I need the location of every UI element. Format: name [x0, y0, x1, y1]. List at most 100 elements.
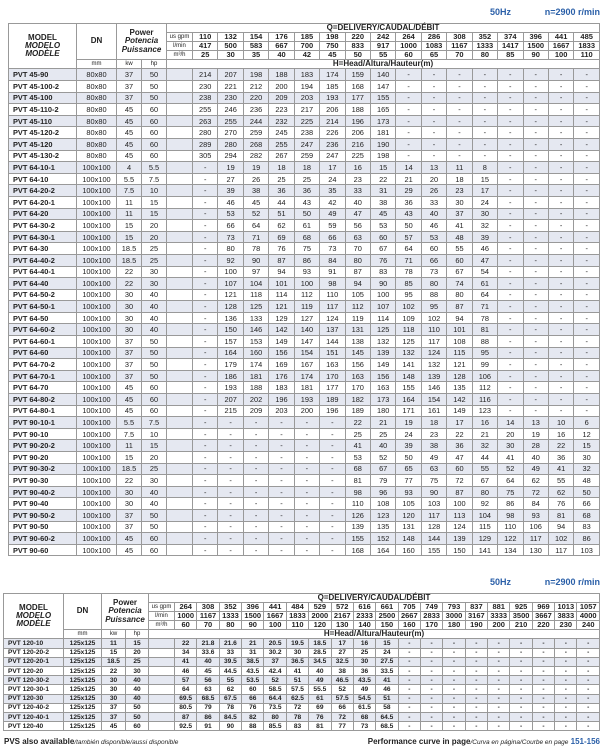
head-cell: - — [497, 300, 524, 313]
head-cell: - — [192, 404, 219, 418]
head-cell: 230 — [192, 80, 219, 93]
unit-spacer-cell — [166, 404, 194, 418]
power-cell: 18.5 — [101, 656, 126, 667]
head-cell: 50 — [395, 219, 422, 232]
head-cell: 214 — [319, 114, 346, 128]
head-cell: 80 — [446, 288, 473, 302]
head-cell: 176 — [268, 369, 295, 383]
head-cell: 19 — [395, 416, 422, 429]
head-cell: 80 — [263, 711, 287, 723]
head-cell: 18 — [446, 172, 473, 186]
table-row: PVT 64-20-1 100x100 11 15-46 45 44 43 42 40 38 36 3… — [8, 195, 600, 209]
table-row: PVT 64-60-1 100x100 37 50-157 153 149 147 144 13… — [8, 335, 600, 348]
table-row: PVT 120-20-1 125x125 18.5 25 41 40 39.5 38.5 37 3… — [3, 656, 600, 667]
head-cell: - — [573, 265, 600, 279]
head-cell: - — [319, 497, 346, 510]
unit-spacer-cell — [166, 219, 194, 232]
head-cell: 20 — [420, 172, 448, 186]
head-cell: 129 — [268, 311, 295, 325]
head-cell: 91 — [319, 265, 346, 279]
head-cell: - — [192, 474, 219, 487]
head-cell: 39 — [395, 439, 422, 452]
head-cell: 209 — [268, 91, 295, 105]
head-cell: - — [242, 439, 270, 452]
table-row: PVT 64-80-2 100x100 45 60-207 202 196 193 189 18… — [8, 393, 600, 406]
head-cell: 73 — [352, 721, 377, 732]
model-cell: PVT 45-100-2 — [8, 80, 77, 93]
head-cell: - — [442, 675, 466, 686]
head-cell: - — [192, 393, 219, 406]
head-cell: - — [192, 323, 219, 337]
head-cell: 107 — [217, 277, 244, 290]
m3h-value: 30 — [217, 50, 244, 61]
power-cell: 45 — [116, 393, 142, 406]
head-cell: - — [395, 149, 422, 163]
head-cell: 182 — [344, 393, 371, 406]
head-cell: - — [547, 172, 575, 186]
power-cell: 60 — [140, 404, 168, 418]
m3h-unit-label: m³/h — [148, 620, 176, 631]
head-cell: 21.8 — [196, 638, 220, 649]
unit-spacer-cell — [166, 346, 194, 360]
head-cell: - — [464, 675, 489, 686]
power-cell: 50 — [140, 358, 168, 371]
table-row: PVT 90-30 100x100 22 30- - - - - -81 79 77 75 72 67 64… — [8, 474, 600, 487]
head-cell: - — [531, 711, 556, 723]
head-cell: 51 — [285, 675, 310, 686]
head-cell: 53 — [420, 230, 448, 244]
head-cell: - — [509, 693, 533, 704]
model-cell: PVT 45-100 — [8, 91, 77, 105]
head-cell: - — [497, 184, 524, 197]
unit-spacer-cell — [166, 508, 194, 522]
power-cell: 25 — [124, 656, 150, 667]
power-cell: 7.5 — [116, 184, 142, 197]
head-cell: 186 — [217, 369, 244, 383]
table-row: PVT 45-120 80x80 45 60 289 280 268 255 247 236 216… — [8, 137, 600, 151]
head-cell: 45 — [196, 665, 220, 677]
head-cell: 75 — [293, 242, 321, 255]
head-cell: 163 — [344, 369, 371, 383]
head-cell: 98 — [319, 277, 346, 290]
dn-cell: 100x100 — [76, 462, 117, 476]
head-cell: 41 — [446, 219, 473, 232]
head-cell: - — [419, 693, 444, 704]
head-cell: - — [192, 427, 219, 441]
dn-cell: 80x80 — [76, 103, 117, 116]
head-cell: - — [464, 656, 489, 667]
power-cell: 60 — [140, 393, 168, 406]
head-cell: 236 — [242, 103, 270, 116]
dn-cell: 100x100 — [76, 381, 117, 395]
head-cell: - — [497, 253, 524, 267]
head-cell: - — [446, 149, 473, 163]
model-cell: PVT 64-60 — [8, 346, 77, 360]
head-cell: 68 — [352, 711, 377, 723]
head-cell: - — [554, 684, 578, 695]
page-reference[interactable]: 151-156 — [570, 737, 600, 746]
head-cell: - — [446, 80, 473, 93]
head-cell: 87 — [446, 300, 473, 313]
model-cell: PVT 90-20-2 — [8, 439, 77, 452]
head-cell: - — [554, 656, 578, 667]
lmin-unit-label: l/min — [166, 41, 194, 52]
head-cell: 86 — [573, 532, 600, 545]
unit-spacer-cell — [148, 711, 176, 723]
power-cell: 15 — [116, 230, 142, 244]
head-cell: - — [547, 369, 575, 383]
head-cell: 87 — [268, 253, 295, 267]
unit-spacer-cell — [166, 242, 194, 255]
head-cell: 132 — [395, 346, 422, 360]
head-cell: 85 — [395, 277, 422, 290]
head-cell: 39 — [471, 230, 499, 244]
head-cell: 23 — [420, 427, 448, 441]
head-cell: - — [497, 288, 524, 302]
head-cell: - — [522, 207, 549, 221]
head-cell: 133 — [242, 311, 270, 325]
head-cell: - — [471, 103, 499, 116]
head-cell: - — [268, 485, 295, 499]
head-cell: 173 — [369, 114, 397, 128]
head-cell: - — [522, 114, 549, 128]
head-cell: - — [192, 508, 219, 522]
head-cell: 33 — [218, 647, 243, 658]
power-cell: 30 — [101, 675, 126, 686]
dn-cell: 100x100 — [76, 358, 117, 371]
